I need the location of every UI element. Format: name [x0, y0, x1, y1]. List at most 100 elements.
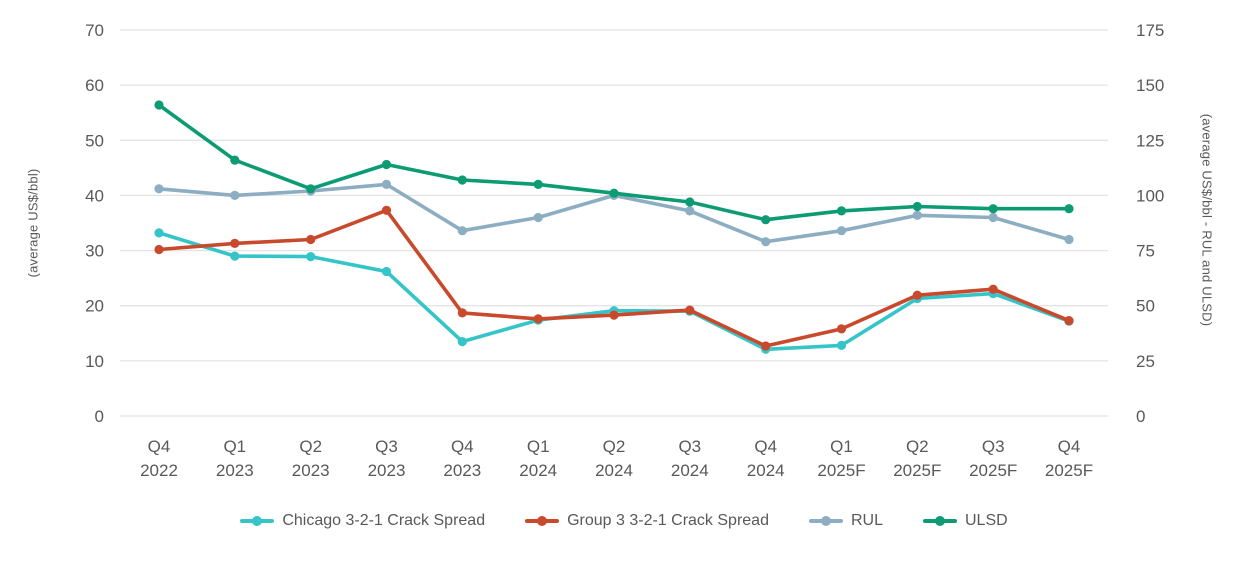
data-point-marker: [761, 341, 771, 351]
data-point-marker: [912, 290, 922, 300]
legend-item-rul: RUL: [808, 512, 883, 530]
legend-label: ULSD: [964, 512, 1008, 529]
y-axis-left-tick-label: 0: [95, 407, 104, 426]
y-axis-right-tick-label: 50: [1136, 297, 1155, 316]
data-point-marker: [457, 175, 467, 185]
x-axis-tick-year: 2022: [140, 461, 178, 480]
legend-item-group-3-3-2-1-crack-spread: Group 3 3-2-1 Crack Spread: [525, 512, 769, 530]
legend-label: Chicago 3-2-1 Crack Spread: [282, 512, 486, 529]
legend-marker-icon: [808, 516, 843, 526]
x-axis-tick-year: 2024: [595, 461, 633, 480]
x-axis-tick-quarter: Q2: [906, 437, 929, 456]
data-point-marker: [533, 212, 543, 223]
data-point-marker: [609, 188, 619, 198]
data-point-marker: [306, 184, 316, 194]
data-point-marker: [1064, 234, 1074, 245]
y-axis-left-tick-label: 10: [85, 352, 104, 371]
data-point-marker: [457, 226, 467, 236]
data-point-marker: [912, 210, 922, 220]
x-axis-tick-year: 2025F: [817, 461, 865, 480]
data-point-marker: [912, 201, 922, 212]
x-axis-tick-year: 2024: [747, 461, 785, 480]
legend-marker-icon: [240, 516, 275, 526]
data-point-marker: [761, 215, 771, 225]
data-point-marker: [154, 228, 164, 238]
y-axis-left-tick-label: 20: [85, 297, 104, 316]
left-axis-title: (average US$/bbl): [25, 168, 41, 278]
data-point-marker: [381, 266, 392, 277]
x-axis-tick-year: 2025F: [1045, 461, 1093, 480]
legend-marker-icon: [922, 516, 957, 526]
data-point-marker: [836, 324, 847, 334]
data-point-marker: [154, 244, 164, 255]
x-axis-tick-quarter: Q2: [603, 437, 626, 456]
data-point-marker: [988, 204, 998, 214]
data-point-marker: [306, 234, 316, 245]
y-axis-left-tick-label: 60: [85, 76, 104, 95]
legend-label: RUL: [850, 512, 883, 529]
x-axis-tick-quarter: Q1: [223, 437, 246, 456]
data-point-marker: [381, 159, 392, 170]
x-axis-tick-quarter: Q3: [375, 437, 398, 456]
series-line-ulsd: [157, 103, 1071, 222]
x-axis-tick-quarter: Q4: [1058, 437, 1081, 456]
data-point-marker: [685, 206, 695, 216]
data-point-marker: [457, 308, 467, 318]
data-point-marker: [381, 179, 392, 189]
x-axis-tick-quarter: Q4: [754, 437, 777, 456]
y-axis-left-tick-label: 50: [85, 131, 104, 150]
legend-item-ulsd: ULSD: [922, 512, 1008, 530]
data-point-marker: [609, 310, 619, 320]
x-axis-tick-quarter: Q2: [299, 437, 322, 456]
y-axis-right-tick-label: 0: [1136, 407, 1145, 426]
y-axis-right-tick-label: 175: [1136, 21, 1164, 40]
y-axis-left-tick-label: 30: [85, 242, 104, 261]
data-point-marker: [230, 190, 240, 200]
x-axis-tick-year: 2023: [216, 461, 254, 480]
data-point-marker: [154, 100, 164, 110]
series-line-group-3-3-2-1-crack-spread: [157, 208, 1071, 348]
y-axis-right-tick-label: 100: [1136, 186, 1164, 205]
chart-legend: Chicago 3-2-1 Crack Spread Group 3 3-2-1 …: [0, 512, 1248, 530]
legend-marker-icon: [525, 516, 560, 526]
x-axis-tick-quarter: Q1: [527, 437, 550, 456]
x-axis-tick-year: 2024: [671, 461, 709, 480]
y-axis-right-tick-label: 125: [1136, 131, 1164, 150]
data-point-marker: [836, 340, 847, 350]
data-point-marker: [533, 179, 543, 189]
data-point-marker: [761, 237, 771, 247]
y-axis-right-tick-label: 75: [1136, 242, 1155, 261]
x-axis-tick-quarter: Q3: [678, 437, 701, 456]
x-axis-tick-year: 2023: [443, 461, 481, 480]
x-axis-tick-year: 2025F: [893, 461, 941, 480]
right-axis-title: (average US$/bbl - RUL and ULSD): [1199, 113, 1215, 327]
x-axis-tick-year: 2023: [368, 461, 406, 480]
legend-item-chicago-3-2-1-crack-spread: Chicago 3-2-1 Crack Spread: [240, 512, 485, 530]
data-point-marker: [988, 212, 998, 223]
data-point-marker: [836, 206, 847, 216]
x-axis-tick-year: 2023: [292, 461, 330, 480]
y-axis-left-tick-label: 70: [85, 21, 104, 40]
legend-label: Group 3 3-2-1 Crack Spread: [567, 512, 769, 529]
x-axis-tick-year: 2024: [519, 461, 557, 480]
data-point-marker: [457, 337, 467, 347]
x-axis-tick-quarter: Q3: [982, 437, 1005, 456]
data-point-marker: [154, 184, 164, 194]
data-point-marker: [836, 226, 847, 236]
x-axis-tick-quarter: Q4: [451, 437, 474, 456]
x-axis-tick-year: 2025F: [969, 461, 1017, 480]
x-axis-tick-quarter: Q4: [148, 437, 171, 456]
data-point-marker: [381, 205, 392, 215]
data-point-marker: [1064, 316, 1074, 326]
y-axis-right-tick-label: 25: [1136, 352, 1155, 371]
data-point-marker: [306, 252, 316, 262]
data-point-marker: [1064, 204, 1074, 214]
data-point-marker: [230, 155, 240, 165]
data-point-marker: [988, 284, 998, 294]
y-axis-right-tick-label: 150: [1136, 76, 1164, 95]
data-point-marker: [230, 251, 240, 261]
data-point-marker: [685, 197, 695, 207]
data-point-marker: [230, 238, 240, 248]
